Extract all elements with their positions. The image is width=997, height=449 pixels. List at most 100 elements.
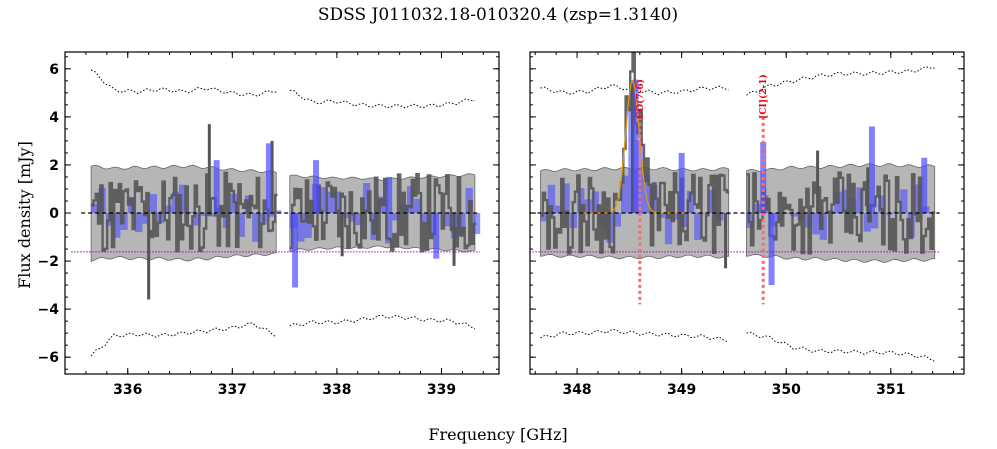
noise-envelope-upper [540,84,729,96]
binned-bar [385,213,393,244]
binned-bar [392,213,400,221]
x-tick-label: 338 [322,382,351,398]
binned-bar [878,195,886,213]
y-tick-label: −2 [38,254,59,270]
binned-bar [421,213,429,224]
x-tick-label: 348 [562,382,591,398]
x-tick-label: 336 [113,382,142,398]
binned-bar [142,213,150,224]
y-tick-label: −6 [38,350,59,366]
noise-envelope-lower [90,322,277,357]
binned-bar [783,213,791,214]
binned-spike [921,157,928,213]
y-axis-label: Flux density [mJy] [15,141,34,289]
binned-bar [672,213,680,220]
binned-bar [201,213,209,216]
binned-bar [812,213,820,235]
binned-bar [91,203,99,213]
binned-bar [900,189,908,213]
y-tick-label: 6 [49,62,59,78]
binned-bar [363,183,371,213]
binned-bar [458,213,466,235]
binned-bar [591,191,599,213]
binned-bar [414,198,422,213]
binned-spike [632,79,639,213]
binned-spike [868,126,875,213]
binned-bar [664,213,673,245]
binned-bar [540,213,548,222]
binned-spike [213,160,220,213]
line-marker-label: [CI](2-1) [758,74,769,119]
binned-bar [472,213,481,234]
chart-title: SDSS J011032.18-010320.4 (zsp=1.3140) [318,5,678,25]
line-marker-label: CO(7-6) [635,79,646,119]
noise-envelope-upper [746,65,935,96]
binned-bar [135,213,143,233]
binned-bar [193,213,201,226]
binned-bar [555,205,563,213]
panel-lower-sideband: 336 337 338 339 −6 −4 −2 0 2 4 6 [38,51,500,398]
panel-upper-sideband: CO(7-6) [CI](2-1) 348 349 350 351 [529,51,965,398]
binned-bar [428,213,437,235]
binned-bar [856,187,864,213]
binned-bar [164,205,172,213]
binned-bar [252,213,260,242]
x-tick-label: 350 [772,382,801,398]
binned-bar [348,213,356,222]
binned-bar [686,190,695,213]
plot-area [71,69,481,357]
x-tick-label: 337 [218,382,247,398]
y-tick-label: −4 [38,302,60,318]
binned-spike [433,213,440,259]
binned-bar [642,174,651,213]
binned-bar [326,191,334,213]
x-tick-label: 339 [427,382,456,398]
y-tick-label: 4 [49,110,59,126]
y-tick-label: 2 [49,158,59,174]
binned-spike [386,176,393,213]
binned-bar [355,213,363,226]
binned-spike [768,213,775,286]
binned-bar [304,213,312,238]
binned-bar [562,183,570,213]
binned-spike [265,143,272,213]
binned-bar [237,213,245,237]
noise-envelope-lower [289,314,476,330]
binned-bar [746,213,754,228]
binned-bar [841,189,849,213]
binned-bar [113,213,121,238]
noise-envelope-lower [746,331,935,362]
binned-spike [312,160,319,213]
noise-envelope-upper [90,69,277,97]
binned-bar [319,187,327,213]
binned-bar [443,213,451,227]
binned-bar [547,184,556,213]
noise-envelope-lower [540,328,729,343]
binned-bar [266,213,275,217]
binned-bar [621,175,629,213]
binned-bar [274,210,282,213]
binned-bar [723,213,731,215]
plot-area [530,52,940,362]
y-tick-label: 0 [49,206,59,222]
binned-spike [678,152,685,213]
binned-bar [179,184,187,213]
binned-bar [149,194,157,213]
spectrum-step-line [91,171,278,253]
binned-bar [333,191,342,213]
noise-envelope-upper [289,89,475,109]
binned-bar [635,140,643,213]
binned-bar [694,213,702,240]
binned-bar [297,213,305,242]
spectrum-step-line [746,171,936,255]
x-tick-label: 349 [667,382,696,398]
binned-bar [870,213,879,229]
spectrum-step-line [289,173,477,253]
binned-bar [701,213,709,214]
x-tick-label: 351 [876,382,905,398]
x-axis-label: Frequency [GHz] [428,425,567,444]
binned-spike [292,213,299,288]
binned-bar [790,213,798,217]
binned-bar [613,213,621,227]
